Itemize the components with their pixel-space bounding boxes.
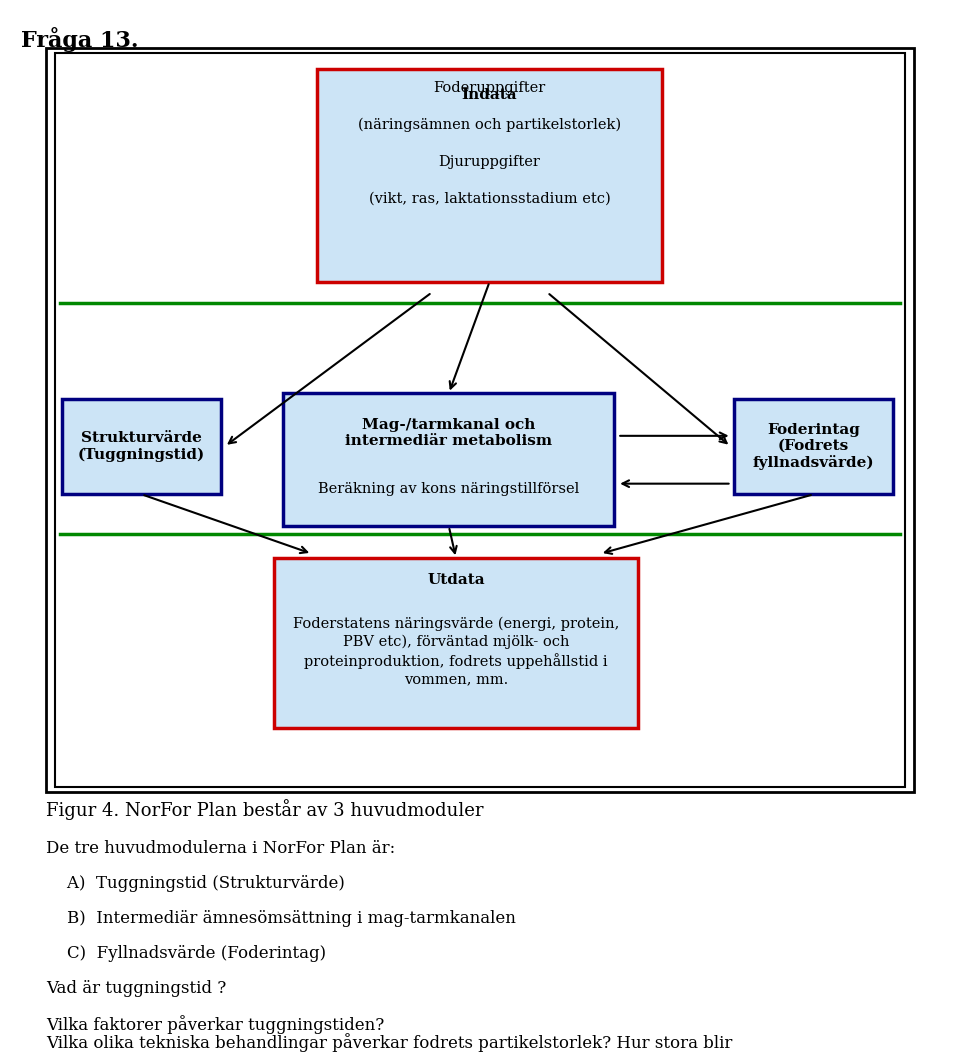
Text: Beräkning av kons näringstillförsel: Beräkning av kons näringstillförsel <box>318 482 580 496</box>
FancyBboxPatch shape <box>62 399 221 494</box>
Text: C)  Fyllnadsvärde (Foderintag): C) Fyllnadsvärde (Foderintag) <box>46 945 326 962</box>
Text: Foderuppgifter

(näringsämnen och partikelstorlek)

Djuruppgifter

(vikt, ras, l: Foderuppgifter (näringsämnen och partike… <box>358 81 621 206</box>
Text: A)  Tuggningstid (Strukturvärde): A) Tuggningstid (Strukturvärde) <box>46 875 345 892</box>
Text: Foderstatens näringsvärde (energi, protein,
PBV etc), förväntad mjölk- och
prote: Foderstatens näringsvärde (energi, prote… <box>293 617 619 687</box>
FancyBboxPatch shape <box>734 399 893 494</box>
Text: B)  Intermediär ämnesömsättning i mag-tarmkanalen: B) Intermediär ämnesömsättning i mag-tar… <box>46 910 516 927</box>
Text: Vilka olika tekniska behandlingar påverkar fodrets partikelstorlek? Hur stora bl: Vilka olika tekniska behandlingar påverk… <box>46 1033 732 1052</box>
FancyBboxPatch shape <box>317 69 662 282</box>
Text: Vad är tuggningstid ?: Vad är tuggningstid ? <box>46 980 227 997</box>
Text: Indata: Indata <box>462 87 517 102</box>
FancyBboxPatch shape <box>46 48 914 792</box>
Text: De tre huvudmodulerna i NorFor Plan är:: De tre huvudmodulerna i NorFor Plan är: <box>46 840 396 857</box>
Text: Utdata: Utdata <box>427 573 485 587</box>
Text: Vilka faktorer påverkar tuggningstiden?: Vilka faktorer påverkar tuggningstiden? <box>46 1015 384 1034</box>
Text: Fråga 13.: Fråga 13. <box>21 27 138 52</box>
Text: Figur 4. NorFor Plan består av 3 huvudmoduler: Figur 4. NorFor Plan består av 3 huvudmo… <box>46 799 484 821</box>
FancyBboxPatch shape <box>283 393 614 526</box>
Text: Foderintag
(Fodrets
fyllnadsvärde): Foderintag (Fodrets fyllnadsvärde) <box>753 423 875 470</box>
Text: Strukturvärde
(Tuggningstid): Strukturvärde (Tuggningstid) <box>78 432 205 461</box>
FancyBboxPatch shape <box>274 558 638 728</box>
FancyBboxPatch shape <box>55 53 905 787</box>
Text: Mag-/tarmkanal och
intermediär metabolism: Mag-/tarmkanal och intermediär metabolis… <box>346 418 552 449</box>
